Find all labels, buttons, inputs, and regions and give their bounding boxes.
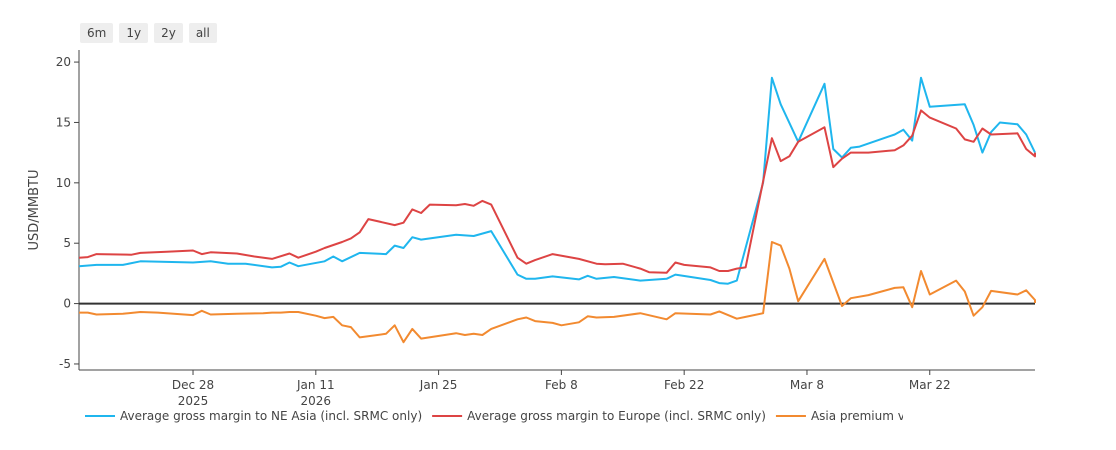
- range-button-all[interactable]: all: [188, 23, 217, 43]
- range-selector: 6m 1y 2y all: [80, 23, 217, 43]
- legend-items: Average gross margin to NE Asia (incl. S…: [85, 409, 957, 423]
- x-tick-label: Feb 22: [664, 378, 704, 392]
- series-line-3[interactable]: [79, 241, 1036, 344]
- x-axis: Dec 28 2025 Jan 11 2026 Jan 25 Feb 8 Feb 22 Mar…: [79, 369, 1035, 408]
- x-tick-year-label: 2025: [178, 394, 209, 408]
- range-button-6m[interactable]: 6m: [80, 23, 114, 43]
- x-tick-label: Feb 8: [545, 378, 578, 392]
- x-tick-label: Mar 8: [790, 378, 824, 392]
- y-axis-label: USD/MMBTU: [27, 170, 42, 251]
- x-tick-label: Jan 11: [296, 378, 335, 392]
- y-axis: -5 0 5 10 15 20: [56, 50, 80, 371]
- x-tick-label: Mar 22: [909, 378, 951, 392]
- range-button-2y[interactable]: 2y: [154, 23, 183, 43]
- legend-label-3[interactable]: Asia premium vs Europe: [811, 409, 957, 423]
- series-line-2[interactable]: [78, 109, 1036, 274]
- y-tick-label: 20: [56, 55, 71, 69]
- x-tick-label: Jan 25: [419, 378, 458, 392]
- y-tick-label: 5: [63, 236, 71, 250]
- y-tick-label: -5: [59, 357, 71, 371]
- plot-area: [78, 76, 1036, 344]
- legend-label-2[interactable]: Average gross margin to Europe (incl. SR…: [467, 409, 766, 423]
- x-tick-year-label: 2026: [301, 394, 332, 408]
- y-tick-label: 15: [56, 115, 71, 129]
- legend-label-1[interactable]: Average gross margin to NE Asia (incl. S…: [120, 409, 422, 423]
- legend[interactable]: Average gross margin to NE Asia (incl. S…: [85, 409, 957, 423]
- x-tick-label: Dec 28: [172, 378, 214, 392]
- range-button-1y[interactable]: 1y: [119, 23, 149, 43]
- y-tick-label: 10: [56, 176, 71, 190]
- y-tick-label: 0: [63, 297, 71, 311]
